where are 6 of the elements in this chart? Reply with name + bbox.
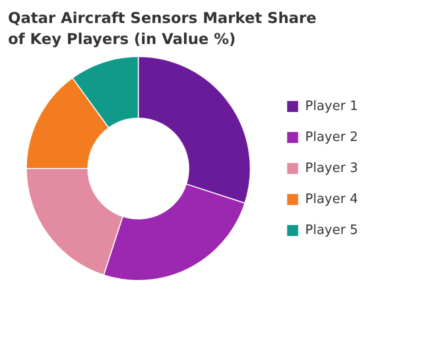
legend-label: Player 3 <box>305 160 358 176</box>
legend-label: Player 4 <box>305 192 358 207</box>
legend-label: Player 5 <box>305 222 358 238</box>
legend-label: Player 1 <box>305 98 358 114</box>
legend-label: Player 2 <box>305 130 358 145</box>
chart-title: Qatar Aircraft Sensors Market Share of Key Players (in Value %) <box>8 8 318 50</box>
